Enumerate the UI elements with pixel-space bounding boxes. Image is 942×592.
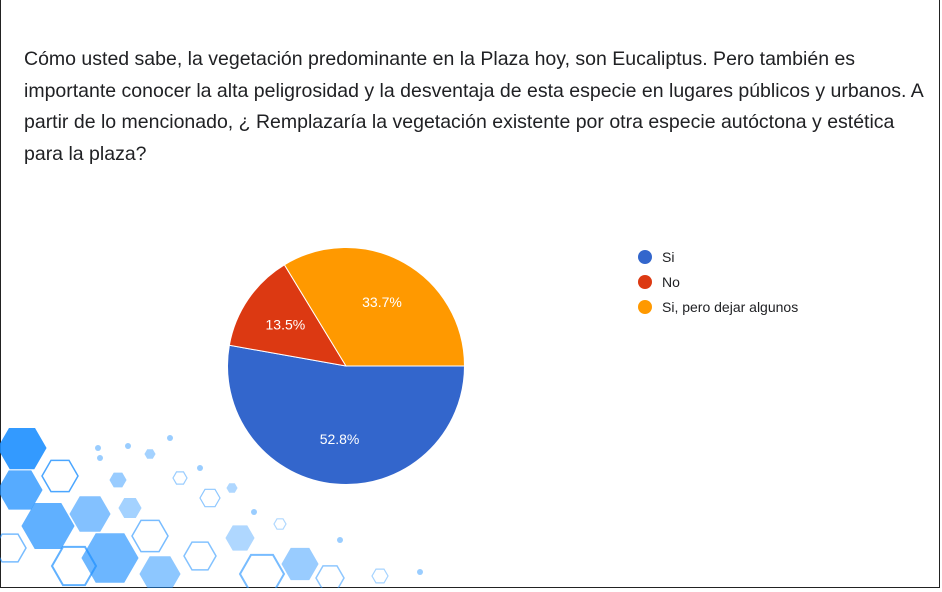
legend-label-no: No	[662, 273, 680, 290]
pie-slice-si-pero-dejar-algunos	[283, 247, 466, 367]
chart-legend: Si No Si, pero dejar algunos	[638, 244, 798, 319]
hexagon-shape	[131, 519, 169, 553]
hexagon-shape	[281, 547, 319, 581]
legend-item-si: Si	[638, 244, 798, 269]
pie-label-no: 13.5%	[266, 317, 306, 333]
legend-item-no: No	[638, 269, 798, 294]
hexagon-shape	[199, 488, 221, 508]
hexagon-shape	[226, 483, 238, 493]
hexagon-shape	[0, 470, 43, 510]
hexagon-shape	[118, 498, 142, 518]
legend-dot-si-pero-dejar-algunos	[638, 299, 652, 314]
decor-dot	[97, 455, 103, 461]
decor-dot	[197, 465, 203, 471]
hexagon-shape	[109, 472, 127, 488]
hexagon-shape	[50, 545, 98, 587]
decor-dot	[417, 569, 423, 575]
legend-item-si-pero-dejar-algunos: Si, pero dejar algunos	[638, 294, 798, 319]
pie-label-si-pero-dejar-algunos: 33.7%	[362, 294, 402, 310]
decor-dot	[95, 445, 101, 451]
hexagon-shape	[0, 428, 47, 470]
hexagon-shape	[172, 471, 188, 485]
decor-dot	[125, 443, 131, 449]
hexagon-shape	[183, 541, 217, 571]
hexagon-shape	[41, 459, 79, 493]
legend-label-si-pero-dejar-algunos: Si, pero dejar algunos	[662, 298, 799, 315]
pie-slice-si	[227, 344, 466, 485]
hexagon-shape	[21, 503, 75, 549]
hexagon-shape	[273, 518, 287, 530]
pie-chart: 52.8% 13.5% 33.7%	[227, 247, 466, 485]
hexagon-pattern-decoration	[0, 428, 423, 588]
pie-label-si: 52.8%	[320, 431, 360, 447]
hexagon-shape	[315, 565, 345, 588]
hexagon-shape	[371, 568, 389, 584]
hexagon-shape	[69, 496, 111, 532]
question-text: Cómo usted sabe, la vegetación predomina…	[24, 48, 923, 165]
hexagon-shape	[225, 525, 255, 551]
hexagon-shape	[238, 553, 286, 588]
decor-dot	[251, 509, 257, 515]
hexagon-shape	[0, 533, 27, 563]
hexagon-shape	[139, 556, 181, 588]
legend-dot-si	[638, 249, 652, 264]
pie-slice-no	[228, 264, 348, 367]
legend-dot-no	[638, 274, 652, 289]
hexagon-shape	[81, 533, 139, 583]
legend-label-si: Si	[662, 248, 675, 265]
decor-dot	[337, 537, 343, 543]
decor-dot	[167, 435, 173, 441]
hexagon-shape	[144, 449, 156, 459]
